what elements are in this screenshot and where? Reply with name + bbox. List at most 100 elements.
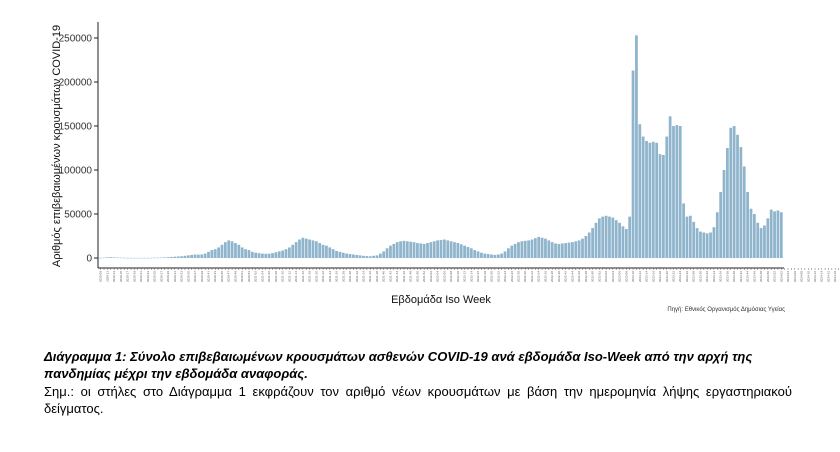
bar xyxy=(378,253,382,258)
bar xyxy=(699,231,702,258)
bar xyxy=(530,239,534,258)
x-ticks: 2020-09 2020-11 2020-13 2020-15 2020-17 2020-… xyxy=(99,268,840,282)
bar xyxy=(648,142,652,258)
bar xyxy=(281,250,285,258)
bar xyxy=(395,242,399,258)
x-tick-label: 2023-32 xyxy=(705,271,709,282)
bar xyxy=(641,136,645,258)
bar xyxy=(523,240,527,258)
caption-title: Διάγραμμα 1: Σύνολο επιβεβαιωμένων κρουσ… xyxy=(44,349,753,381)
x-tick-label: 2022-14 xyxy=(469,271,473,282)
x-tick-label: 2021-36 xyxy=(368,271,372,282)
x-tick-label: 2021-44 xyxy=(395,271,399,282)
x-tick-label: 2023-20 xyxy=(665,271,669,282)
bar xyxy=(453,242,456,258)
bar xyxy=(729,127,733,258)
bar xyxy=(102,257,106,259)
bar xyxy=(291,244,295,258)
bar xyxy=(779,212,783,258)
bar xyxy=(742,166,746,258)
bar xyxy=(655,142,659,258)
x-tick-label: 2022-38 xyxy=(550,271,554,282)
bar xyxy=(665,136,669,258)
bar xyxy=(685,216,689,258)
bar xyxy=(503,251,507,258)
x-tick-label: 2021-24 xyxy=(328,271,332,282)
y-axis-title: Αριθμός επιβεβαιωμένων κρουσμάτων COVID-… xyxy=(51,25,63,267)
bar xyxy=(510,245,514,258)
bar xyxy=(567,242,571,258)
bar xyxy=(311,240,315,258)
x-tick-label: 2020-19 xyxy=(132,271,136,282)
bar xyxy=(166,257,170,258)
bar xyxy=(480,252,483,258)
bar xyxy=(294,242,298,258)
bar xyxy=(345,253,349,258)
bar xyxy=(389,245,392,258)
bar xyxy=(763,225,766,258)
bar xyxy=(186,255,190,258)
x-tick-label: 2020-25 xyxy=(153,271,157,282)
bar xyxy=(463,245,466,258)
bar xyxy=(284,249,288,258)
bar xyxy=(493,254,497,258)
x-tick-label: 2020-17 xyxy=(126,271,130,282)
x-tick-label: 2023-46 xyxy=(752,271,756,282)
x-tick-label: 2021-14 xyxy=(294,271,298,282)
x-tick-label: 2024-04 xyxy=(786,271,790,282)
bar xyxy=(301,237,305,258)
x-tick-label: 2021-12 xyxy=(287,271,291,282)
x-tick-label: 2020-29 xyxy=(166,271,170,282)
bar xyxy=(149,257,153,259)
x-tick-label: 2023-16 xyxy=(651,271,655,282)
bar xyxy=(176,256,180,258)
bar xyxy=(577,240,581,258)
bar xyxy=(635,35,638,258)
x-tick-label: 2020-09 xyxy=(99,271,103,282)
bar xyxy=(614,220,618,258)
bar xyxy=(180,256,183,258)
bar xyxy=(597,218,601,258)
bar xyxy=(540,237,544,258)
bar xyxy=(739,147,743,258)
x-tick-label: 2023-18 xyxy=(658,271,662,282)
x-tick-label: 2023-14 xyxy=(645,271,649,282)
x-tick-label: 2023-12 xyxy=(638,271,642,282)
bar xyxy=(372,255,375,258)
x-tick-label: 2021-06 xyxy=(267,271,271,282)
bar xyxy=(247,250,251,258)
bar xyxy=(554,243,557,258)
x-axis-title: Εβδομάδα Iso Week xyxy=(391,294,491,306)
x-tick-label: 2021-26 xyxy=(335,271,339,282)
x-tick-label: 2022-10 xyxy=(456,271,460,282)
bar xyxy=(392,243,396,258)
bar xyxy=(469,248,473,258)
bar xyxy=(106,257,109,258)
x-tick-label: 2020-39 xyxy=(200,271,204,282)
bar xyxy=(557,243,561,258)
x-tick-label: 2023-30 xyxy=(698,271,702,282)
bar xyxy=(362,255,365,258)
bar xyxy=(668,116,672,258)
bar xyxy=(321,244,325,258)
bar xyxy=(490,254,493,258)
bar xyxy=(483,253,487,258)
bar xyxy=(473,250,477,258)
bar xyxy=(601,216,605,258)
x-tick-label: 2023-52 xyxy=(773,271,777,282)
x-tick-label: 2023-02 xyxy=(604,271,608,282)
x-tick-label: 2020-53 xyxy=(247,271,251,282)
x-tick-label: 2021-40 xyxy=(382,271,386,282)
bar xyxy=(459,244,463,258)
bar xyxy=(274,252,278,258)
bar xyxy=(183,255,187,258)
x-tick-label: 2022-46 xyxy=(577,271,581,282)
bar xyxy=(709,232,712,258)
bar xyxy=(234,243,237,258)
bar xyxy=(776,210,780,258)
x-tick-label: 2022-36 xyxy=(543,271,547,282)
bar xyxy=(726,148,729,258)
bar xyxy=(564,243,568,258)
x-tick-label: 2020-49 xyxy=(233,271,237,282)
bar xyxy=(702,232,706,258)
